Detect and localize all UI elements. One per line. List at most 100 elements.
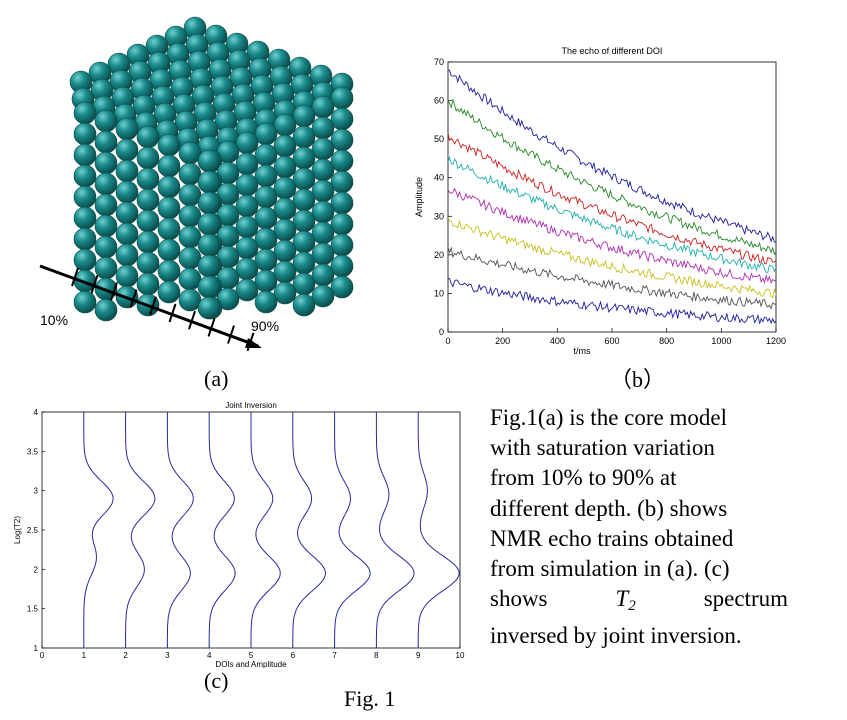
scale-tick [188, 310, 196, 330]
caption-line: from simulation in (a). (c) [490, 556, 730, 582]
sphere [73, 122, 97, 146]
panel-b-label: （b） [610, 367, 666, 392]
echo-series-line [447, 98, 777, 256]
x-tick-label: 800 [659, 336, 674, 346]
sphere [273, 113, 297, 137]
sphere [292, 230, 316, 254]
sphere [292, 167, 316, 191]
sphere [311, 263, 335, 287]
sphere [115, 117, 139, 141]
sphere [136, 188, 160, 212]
x-tick-label: 600 [604, 336, 619, 346]
sphere [292, 209, 316, 233]
sphere [115, 180, 139, 204]
sphere [157, 238, 181, 262]
sphere [197, 275, 221, 299]
t2-spectrum-line [166, 412, 194, 648]
sphere [254, 290, 278, 314]
sphere [235, 257, 259, 281]
sphere [273, 176, 297, 200]
x-tick-label: 0 [445, 336, 450, 346]
sphere [273, 260, 297, 284]
y-tick-label: 20 [434, 250, 444, 260]
y-axis-label: Log(T2) [13, 516, 22, 544]
y-tick-label: 4 [34, 408, 39, 417]
t2-spectrum-line [375, 412, 415, 648]
sphere [235, 173, 259, 197]
sphere [73, 206, 97, 230]
sphere [73, 227, 97, 251]
sphere [273, 134, 297, 158]
sphere [273, 239, 297, 263]
sphere [136, 125, 160, 149]
y-tick-label: 0 [439, 327, 444, 337]
t2-spectrum-line [250, 412, 281, 648]
sphere [330, 191, 354, 215]
t2-spectrum-line [125, 412, 156, 648]
y-axis-label: Amplitude [414, 177, 424, 217]
caption-line: different depth. (b) shows [490, 495, 728, 521]
chart-title: The echo of different DOI [562, 46, 663, 56]
sphere [235, 278, 259, 302]
y-tick-label: 70 [434, 57, 444, 67]
sphere [136, 167, 160, 191]
sphere [330, 149, 354, 173]
t2-spectrum-line [417, 412, 460, 648]
sphere [178, 288, 202, 312]
sphere [178, 204, 202, 228]
y-tick-label: 3.5 [27, 447, 39, 456]
sphere [178, 225, 202, 249]
sphere [330, 128, 354, 152]
y-tick-label: 2 [34, 565, 39, 574]
echo-series-line [447, 187, 777, 284]
echo-series-line [447, 69, 777, 243]
x-tick-label: 1 [82, 651, 87, 660]
sphere [311, 200, 335, 224]
sphere [292, 272, 316, 296]
caption-line: inversed by joint inversion. [490, 623, 742, 649]
sphere [136, 146, 160, 170]
x-tick-label: 7 [332, 651, 337, 660]
sphere [292, 104, 316, 128]
x-tick-label: 1000 [711, 336, 731, 346]
sphere [136, 230, 160, 254]
sphere [115, 264, 139, 288]
x-tick-label: 6 [291, 651, 296, 660]
x-tick-label: 200 [495, 336, 510, 346]
scale-tick [90, 274, 99, 294]
echo-series-line [447, 277, 777, 325]
t2-symbol: T2 [615, 586, 636, 615]
sphere [178, 162, 202, 186]
y-tick-label: 10 [434, 288, 444, 298]
sphere [311, 221, 335, 245]
sphere [235, 215, 259, 239]
y-tick-label: 60 [434, 96, 444, 106]
sphere [311, 158, 335, 182]
sphere [330, 212, 354, 236]
sphere [115, 201, 139, 225]
sphere [235, 194, 259, 218]
sphere [330, 107, 354, 131]
sphere [273, 197, 297, 221]
caption-line: NMR echo trains obtained [490, 525, 734, 551]
x-tick-label: 8 [374, 651, 379, 660]
panel-c-label: (c) [204, 668, 229, 693]
caption-word: spectrum [703, 586, 788, 612]
figure-label: Fig. 1 [344, 686, 396, 711]
x-tick-label: 5 [249, 651, 254, 660]
sphere [197, 191, 221, 215]
sphere [73, 101, 97, 125]
echo-series-line [447, 155, 777, 273]
scale-end-label: 90% [251, 318, 280, 334]
sphere [330, 275, 354, 299]
sphere [330, 170, 354, 194]
sphere [254, 185, 278, 209]
saturation-scale-arrow [39, 264, 262, 352]
sphere [292, 146, 316, 170]
sphere [235, 152, 259, 176]
sphere [197, 254, 221, 278]
sphere [73, 164, 97, 188]
scale-tick [129, 289, 138, 308]
sphere [273, 155, 297, 179]
sphere [254, 122, 278, 146]
